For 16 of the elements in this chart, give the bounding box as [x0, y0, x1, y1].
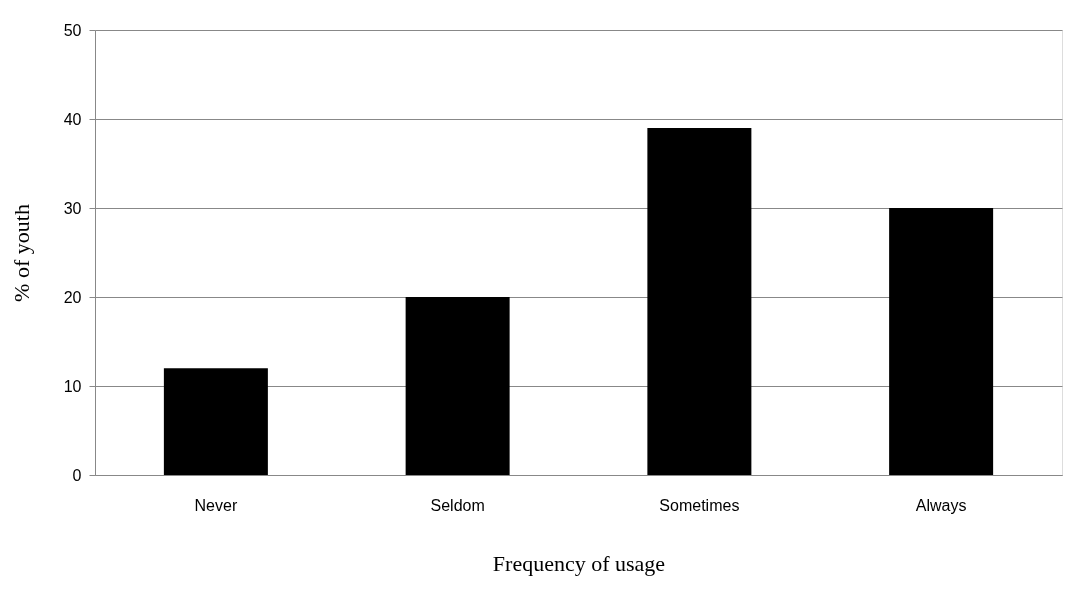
bar: [163, 368, 268, 475]
bar: [405, 297, 510, 475]
x-axis-title: Frequency of usage: [492, 550, 666, 576]
y-tick-label: 40: [63, 110, 82, 128]
x-tick-label: Always: [915, 496, 967, 514]
y-tick-label: 30: [63, 199, 82, 217]
x-tick-label: Seldom: [430, 496, 485, 514]
bar: [889, 208, 994, 475]
y-tick-label: 10: [63, 377, 82, 395]
x-tick-label: Sometimes: [659, 496, 740, 514]
bar: [647, 127, 752, 475]
y-tick-label: 0: [72, 466, 82, 484]
x-tick-label: Never: [194, 496, 238, 514]
y-tick-label: 50: [63, 21, 82, 39]
y-axis-title: % of youth: [8, 204, 34, 302]
y-tick-label: 20: [63, 288, 82, 306]
